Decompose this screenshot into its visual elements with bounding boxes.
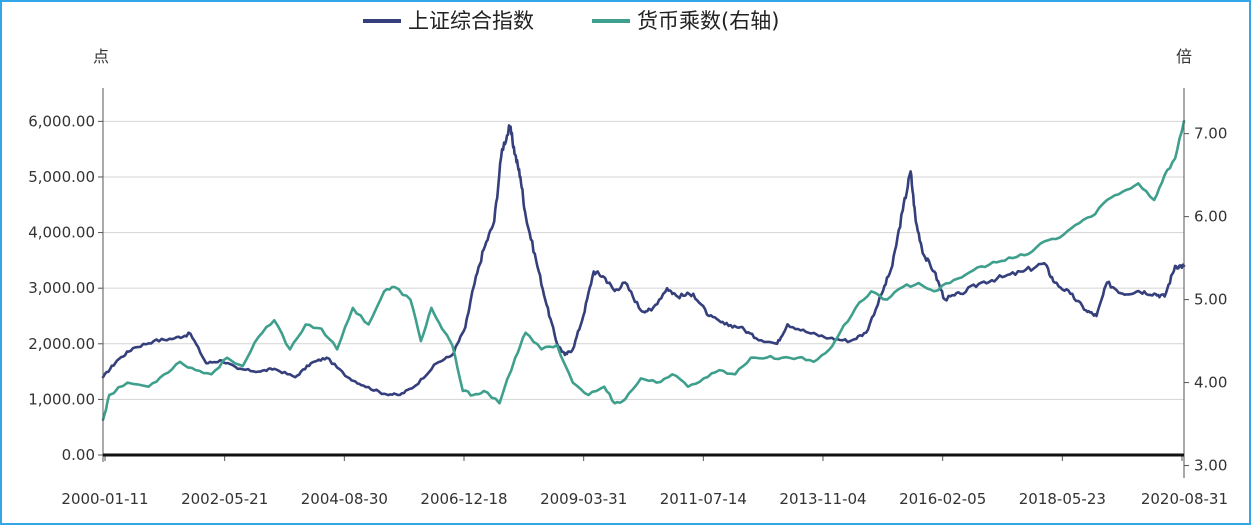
x-tick-label: 2004-08-30 (301, 490, 388, 508)
x-tick-label: 2002-05-21 (181, 490, 268, 508)
right-tick-label: 6.00 (1194, 208, 1227, 226)
left-axis-unit-label: 点 (93, 47, 109, 66)
gridlines (103, 120, 1184, 400)
x-tick-label: 2006-12-18 (420, 490, 507, 508)
x-tick-label: 2020-08-31 (1141, 490, 1228, 508)
right-tick-label: 4.00 (1194, 374, 1227, 392)
x-tick-label: 2000-01-11 (61, 490, 148, 508)
series-line-shanghai-composite (101, 124, 1186, 397)
left-tick-label: 4,000.00 (28, 224, 95, 242)
x-tick-label: 2016-02-05 (899, 490, 986, 508)
right-axis-unit-label: 倍 (1176, 47, 1192, 66)
legend-label-shanghai-composite: 上证综合指数 (408, 9, 534, 33)
left-tick-label: 6,000.00 (28, 112, 95, 130)
x-tick-label: 2009-03-31 (540, 490, 627, 508)
x-tick-label: 2018-05-23 (1019, 490, 1106, 508)
left-tick-label: 2,000.00 (28, 335, 95, 353)
right-tick-label: 5.00 (1194, 291, 1227, 309)
series-line-money-multiplier (101, 119, 1186, 422)
legend-label-money-multiplier: 货币乘数(右轴) (637, 9, 779, 33)
right-axis-ticks: 7.00 6.00 5.00 4.00 3.00 (1184, 125, 1227, 475)
right-tick-label: 7.00 (1194, 125, 1227, 143)
left-axis-ticks: 6,000.00 5,000.00 4,000.00 3,000.00 2,000.00… (28, 112, 103, 464)
left-tick-label: 0.00 (62, 446, 95, 464)
series-layer (101, 119, 1186, 422)
left-tick-label: 5,000.00 (28, 168, 95, 186)
left-tick-label: 3,000.00 (28, 279, 95, 297)
right-tick-label: 3.00 (1194, 457, 1227, 475)
legend: 上证综合指数 货币乘数(右轴) (363, 9, 779, 33)
x-axis-ticks: 2000-01-11 2002-05-21 2004-08-30 2006-12-18… (61, 455, 1228, 508)
x-tick-label: 2013-11-04 (779, 490, 866, 508)
x-tick-label: 2011-07-14 (660, 490, 747, 508)
left-tick-label: 1,000.00 (28, 390, 95, 408)
